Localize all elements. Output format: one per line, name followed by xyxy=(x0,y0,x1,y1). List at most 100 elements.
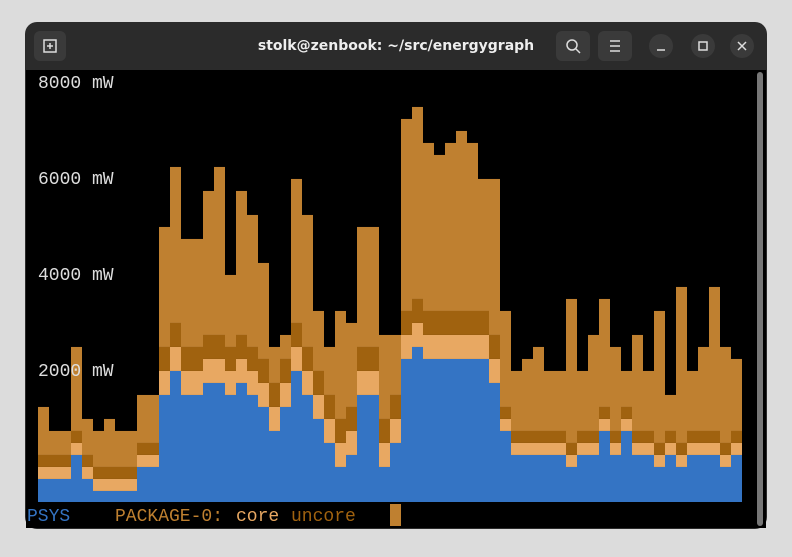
bar-segment xyxy=(698,454,709,502)
bar-segment xyxy=(489,382,500,502)
bar-segment xyxy=(434,154,445,311)
bar-segment xyxy=(489,334,500,359)
bar-segment xyxy=(269,346,280,383)
bar-segment xyxy=(313,394,324,419)
bar-segment xyxy=(511,430,522,443)
bar-segment xyxy=(236,382,247,502)
bar-segment xyxy=(654,466,665,502)
bar-segment xyxy=(379,418,390,443)
minimize-button[interactable] xyxy=(649,34,673,58)
bar-segment xyxy=(203,382,214,502)
bar-segment xyxy=(610,430,621,443)
bar-segment xyxy=(632,430,643,443)
bar-segment xyxy=(280,334,291,359)
bar-segment xyxy=(687,454,698,502)
bar-segment xyxy=(467,310,478,335)
bar-segment xyxy=(225,370,236,395)
bar-segment xyxy=(434,310,445,335)
bar-segment xyxy=(566,454,577,467)
bar-segment xyxy=(687,442,698,455)
bar-segment xyxy=(60,478,71,502)
scrollbar[interactable] xyxy=(757,72,763,526)
bar-segment xyxy=(643,430,654,443)
bar-segment xyxy=(214,358,225,383)
bar-segment xyxy=(357,394,368,502)
bar-segment xyxy=(159,346,170,371)
bar-segment xyxy=(192,346,203,371)
bar-segment xyxy=(148,442,159,455)
bar-segment xyxy=(654,310,665,443)
bar-segment xyxy=(467,142,478,311)
bar-segment xyxy=(203,190,214,335)
bar-segment xyxy=(676,286,687,443)
bar-segment xyxy=(676,466,687,502)
bar-segment xyxy=(401,334,412,359)
bar-segment xyxy=(687,370,698,431)
bar-segment xyxy=(247,394,258,502)
bar-segment xyxy=(302,370,313,395)
bar-segment xyxy=(280,382,291,407)
bar-segment xyxy=(621,430,632,502)
bar-segment xyxy=(555,442,566,455)
bar-segment xyxy=(71,454,82,502)
bar-segment xyxy=(148,454,159,467)
bar-segment xyxy=(313,418,324,502)
legend-entry: PSYS xyxy=(27,507,70,527)
bar-segment xyxy=(159,226,170,347)
bar-segment xyxy=(82,466,93,479)
bar-segment xyxy=(599,406,610,419)
bar-segment xyxy=(291,370,302,502)
bar-segment xyxy=(346,430,357,455)
bar-segment xyxy=(500,310,511,407)
bar-segment xyxy=(544,442,555,455)
bar-segment xyxy=(258,382,269,407)
bar-segment xyxy=(731,358,742,431)
bar-segment xyxy=(236,190,247,335)
bar-segment xyxy=(225,346,236,371)
bar-segment xyxy=(390,394,401,419)
bar-segment xyxy=(522,358,533,431)
bar-segment xyxy=(280,358,291,383)
bar-segment xyxy=(379,442,390,467)
bar-segment xyxy=(104,478,115,491)
bar-segment xyxy=(654,454,665,467)
bar-segment xyxy=(720,466,731,502)
bar-segment xyxy=(137,442,148,455)
bar-segment xyxy=(665,442,676,455)
bar-segment xyxy=(357,346,368,371)
bar-segment xyxy=(522,442,533,455)
bar-segment xyxy=(38,478,49,502)
bar-segment xyxy=(412,298,423,323)
bar-segment xyxy=(38,406,49,455)
bar-segment xyxy=(115,430,126,467)
bar-segment xyxy=(93,478,104,491)
bar-segment xyxy=(302,394,313,502)
bar-segment xyxy=(60,454,71,467)
bar-segment xyxy=(665,394,676,431)
search-button[interactable] xyxy=(556,31,590,61)
bar-segment xyxy=(126,466,137,479)
bar-segment xyxy=(423,142,434,311)
bar-segment xyxy=(214,166,225,335)
bar-segment xyxy=(181,370,192,395)
bar-segment xyxy=(478,334,489,359)
bar-segment xyxy=(643,454,654,502)
bar-segment xyxy=(390,442,401,502)
bar-segment xyxy=(610,346,621,431)
bar-segment xyxy=(49,478,60,502)
bar-segment xyxy=(170,346,181,371)
bar-segment xyxy=(170,370,181,502)
bar-segment xyxy=(38,466,49,479)
bar-segment xyxy=(566,442,577,455)
bar-segment xyxy=(49,466,60,479)
bar-segment xyxy=(709,286,720,431)
bar-segment xyxy=(49,454,60,467)
bar-segment xyxy=(324,442,335,502)
bar-segment xyxy=(346,454,357,502)
maximize-button[interactable] xyxy=(691,34,715,58)
bar-segment xyxy=(357,370,368,395)
bar-segment xyxy=(379,334,390,419)
bar-segment xyxy=(720,442,731,455)
